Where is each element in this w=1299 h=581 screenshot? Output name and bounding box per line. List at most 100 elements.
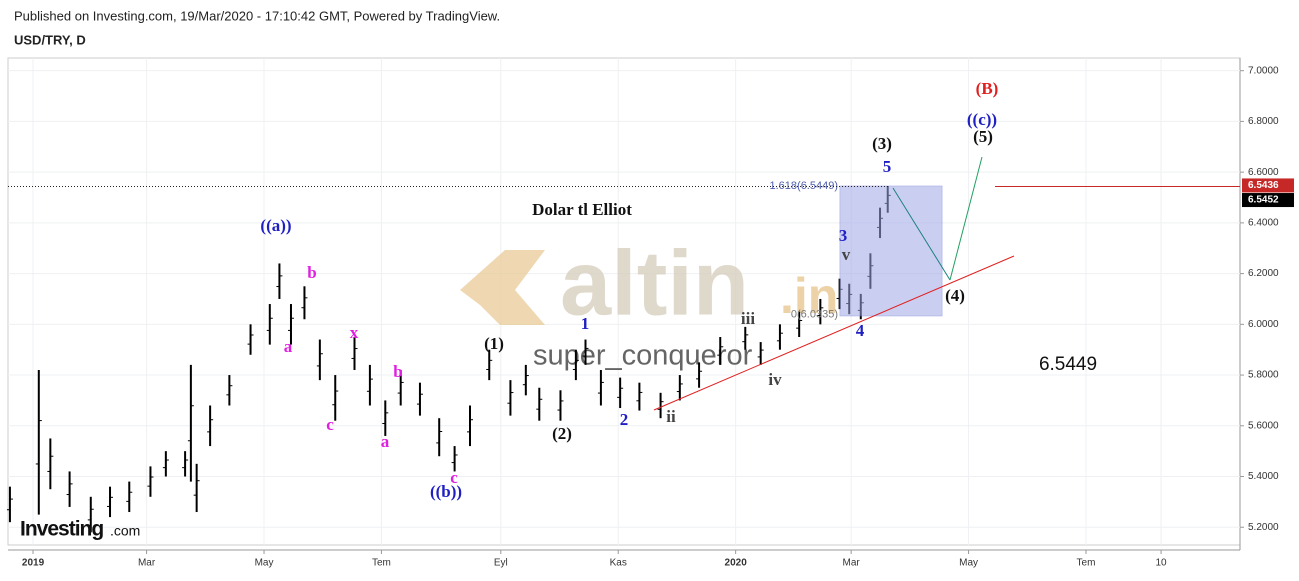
fib-label: 0(6.0335)	[791, 309, 838, 321]
wave-line	[949, 156, 983, 281]
bar	[247, 324, 254, 355]
wave-label: iv	[768, 370, 782, 389]
wave-label: 5	[883, 157, 892, 176]
wave-label: ii	[666, 407, 676, 426]
y-tick-label: 5.6000	[1248, 420, 1279, 431]
logo: .com	[110, 523, 140, 539]
y-tick-label: 6.6000	[1248, 167, 1279, 178]
wave-label: a	[381, 432, 390, 451]
bar	[416, 382, 423, 416]
x-tick-label: Tem	[1077, 558, 1096, 569]
watermark: .in	[780, 268, 838, 324]
y-tick-label: 6.8000	[1248, 116, 1279, 127]
bar	[597, 369, 604, 406]
bar	[676, 375, 683, 401]
bar	[397, 369, 404, 406]
wave-label: v	[842, 245, 851, 264]
bar	[316, 339, 323, 381]
published: Published on Investing.com, 19/Mar/2020 …	[14, 8, 500, 23]
bar	[147, 466, 154, 497]
price-tag-label: 6.5452	[1248, 195, 1279, 206]
x-tick-label: 10	[1156, 558, 1168, 569]
bar	[226, 375, 233, 406]
bar	[436, 418, 443, 457]
bar	[351, 337, 358, 370]
x-tick-label: Tem	[372, 558, 391, 569]
bar	[187, 364, 194, 482]
wave-label: c	[326, 415, 334, 434]
chart-title: Dolar tl Elliot	[532, 200, 632, 219]
wave-label: 3	[839, 226, 848, 245]
bar	[107, 486, 114, 518]
wave-label: (2)	[552, 424, 572, 443]
bar	[382, 400, 389, 436]
bar	[657, 392, 664, 419]
target-label: 6.5449	[1039, 354, 1097, 375]
bar	[366, 364, 373, 406]
wave-label: ((b))	[430, 482, 462, 501]
price-tag-label: 6.5436	[1248, 180, 1279, 191]
bar	[451, 446, 458, 472]
bar	[87, 496, 94, 533]
bar	[796, 311, 803, 338]
x-tick-label: Kas	[610, 558, 627, 569]
y-tick-label: 6.0000	[1248, 319, 1279, 330]
y-tick-label: 5.2000	[1248, 522, 1279, 533]
bar	[301, 286, 308, 320]
wave-label: iii	[741, 309, 755, 328]
y-tick-label: 7.0000	[1248, 65, 1279, 76]
bar	[276, 263, 283, 299]
bar	[66, 471, 73, 507]
wave-label: ((a))	[260, 216, 291, 235]
bar	[717, 337, 724, 365]
watermark: altin	[560, 232, 749, 334]
x-tick-label: Mar	[138, 558, 156, 569]
bar	[776, 324, 783, 350]
bar	[572, 349, 579, 381]
bar	[536, 387, 543, 421]
price-tag	[1242, 193, 1294, 208]
bar	[162, 451, 169, 477]
fib-box	[839, 185, 943, 317]
bar	[507, 380, 514, 416]
y-tick-label: 6.4000	[1248, 218, 1279, 229]
bar	[817, 298, 824, 325]
bar	[193, 463, 200, 513]
bar	[522, 364, 529, 396]
y-tick-label: 5.8000	[1248, 370, 1279, 381]
symbol: USD/TRY, D	[14, 32, 86, 47]
logo: Investing	[20, 518, 103, 541]
x-tick-label: 2020	[725, 558, 748, 569]
x-tick-label: May	[959, 558, 978, 569]
bar	[182, 451, 189, 477]
bar	[287, 304, 294, 345]
wave-label: b	[393, 362, 402, 381]
wave-label: a	[284, 337, 293, 356]
price-tag	[1242, 178, 1294, 193]
bar	[266, 304, 273, 345]
trend-line	[653, 255, 1015, 411]
wave-label: (3)	[872, 134, 892, 153]
bar	[486, 349, 493, 381]
bar	[126, 481, 133, 513]
bar	[582, 339, 589, 365]
bar	[35, 369, 42, 515]
watermark: super_conqueror	[533, 340, 753, 372]
y-tick-label: 5.4000	[1248, 471, 1279, 482]
wave-label: (B)	[976, 79, 999, 98]
wave-label: 2	[620, 410, 629, 429]
bar	[557, 390, 564, 421]
x-tick-label: May	[255, 558, 274, 569]
bar	[332, 375, 339, 421]
wave-label: x	[350, 323, 359, 342]
wave-line	[892, 187, 951, 281]
bar	[47, 438, 54, 490]
bar	[6, 486, 13, 523]
bar	[467, 405, 473, 447]
bar	[696, 362, 703, 388]
wave-label: 4	[856, 321, 865, 340]
bar	[742, 326, 749, 350]
y-tick-label: 6.2000	[1248, 268, 1279, 279]
wave-label: c	[450, 468, 458, 487]
